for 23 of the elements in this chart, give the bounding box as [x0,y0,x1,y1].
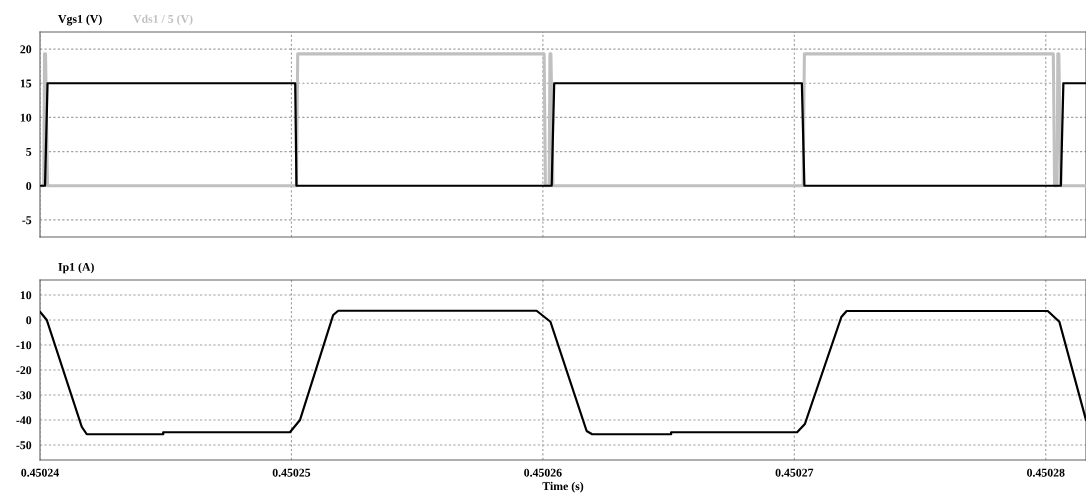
x-tick-label: 0.45026 [524,468,562,477]
x-axis-title: Time (s) [542,481,584,493]
y-tick-label: -5 [22,216,32,225]
y-tick-label: 10 [20,291,32,300]
x-tick-label: 0.45024 [21,468,59,477]
y-tick-label: 0 [26,182,32,190]
y-tick-label: -30 [16,391,32,400]
y-tick-label: 20 [20,45,32,54]
y-tick-label: 10 [20,113,32,122]
y-tick-label: 15 [20,79,32,88]
x-tick-label: 0.45025 [272,468,311,477]
y-tick-label: 5 [26,147,32,156]
y-tick-label: -20 [16,366,32,375]
y-tick-label: -10 [16,341,32,350]
y-tick-label: 0 [26,316,32,325]
y-tick-label: -50 [16,441,32,450]
x-tick-label: 0.45028 [1027,468,1065,477]
text: Ip1 (A) [58,262,94,274]
line-series [40,309,1086,436]
text: Vgs1 (V) [58,14,102,26]
y-tick-label: -40 [16,416,32,425]
text: Vds1 / 5 (V) [133,14,193,26]
x-tick-label: 0.45027 [775,468,814,477]
